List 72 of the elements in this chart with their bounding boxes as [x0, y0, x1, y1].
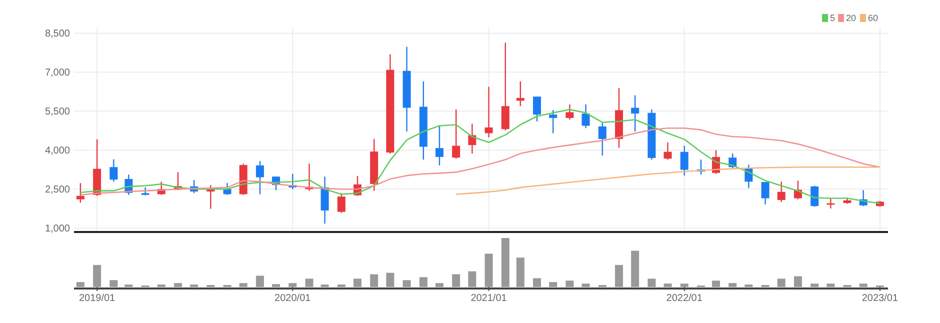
bar [728, 283, 737, 287]
bar [174, 283, 182, 287]
bar [256, 276, 264, 287]
bar [680, 284, 688, 287]
candlestick [76, 182, 84, 204]
bar [777, 278, 786, 287]
candlestick [452, 108, 460, 160]
bar [435, 283, 444, 287]
bar [533, 278, 541, 287]
bar [353, 278, 362, 287]
bar [386, 272, 394, 287]
candlestick [680, 145, 688, 176]
bar [93, 264, 102, 287]
legend-label: 5 [830, 13, 836, 23]
candlestick [110, 158, 118, 182]
bar [566, 280, 574, 287]
candlestick [501, 42, 510, 132]
candlestick [549, 110, 558, 134]
bar [501, 238, 510, 287]
bar [516, 258, 524, 287]
y-tick-label: 8,500 [44, 28, 70, 40]
bar [826, 284, 835, 287]
candlestick [664, 142, 672, 160]
legend-label: 20 [846, 13, 856, 23]
bar [664, 284, 672, 287]
bar [712, 280, 720, 287]
candlestick [435, 125, 444, 166]
bar [402, 280, 411, 287]
y-tick-label: 7,000 [44, 68, 70, 79]
candlestick [582, 104, 590, 129]
candlestick [761, 181, 770, 205]
y-tick-label: 2,500 [44, 184, 70, 196]
bar [239, 283, 248, 287]
candlestick [777, 181, 786, 203]
candlestick [631, 94, 640, 132]
y-tick-label: 5,500 [44, 106, 70, 118]
candlestick [337, 192, 346, 214]
candlestick [566, 104, 574, 120]
bar [648, 278, 656, 287]
bar [288, 283, 297, 287]
bar [810, 284, 819, 287]
bar [859, 284, 868, 287]
bar [614, 264, 623, 287]
y-tick-label: 4,000 [44, 146, 70, 157]
candlestick [484, 86, 493, 138]
x-tick-label: 2022/01 [666, 293, 703, 304]
candlestick [516, 80, 524, 107]
candlestick [598, 122, 606, 156]
x-tick-label: 2023/01 [862, 293, 898, 304]
candlestick [810, 185, 819, 208]
y-tick-label: 1,000 [44, 224, 70, 235]
bar [631, 250, 640, 287]
candlestick [320, 176, 329, 224]
bar [549, 282, 558, 287]
candlestick [468, 123, 476, 154]
bar [110, 280, 118, 287]
x-tick-label: 2021/01 [470, 293, 508, 304]
bar [794, 276, 802, 287]
bar [582, 284, 590, 287]
x-tick-label: 2019/01 [78, 293, 116, 304]
x-tick-label: 2020/01 [274, 293, 312, 304]
bar [468, 271, 476, 287]
bar [370, 274, 378, 287]
bar [76, 282, 84, 287]
bar [484, 254, 493, 287]
legend-label: 60 [868, 13, 878, 23]
candlestick [533, 96, 541, 122]
bar [305, 278, 314, 287]
bar [419, 277, 428, 287]
bar [272, 284, 280, 287]
bar [452, 274, 460, 287]
candlestick [256, 160, 264, 195]
